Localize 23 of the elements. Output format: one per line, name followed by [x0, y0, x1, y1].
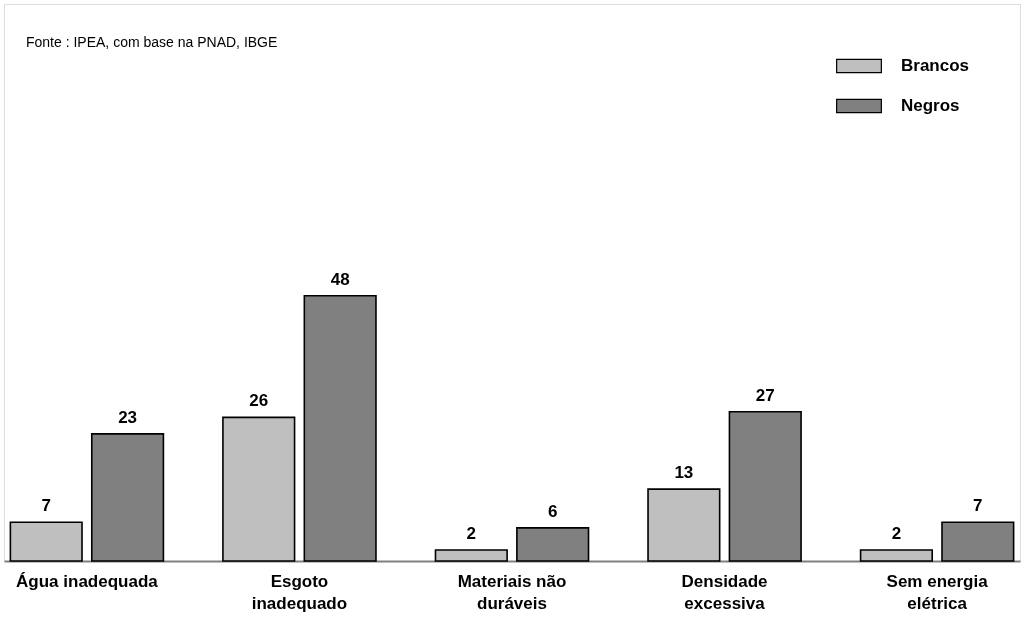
x-tick-label: Sem energia elétrica — [886, 571, 989, 613]
x-tick-label: Densidade excessiva — [681, 571, 768, 613]
bar — [859, 549, 934, 562]
data-label: 26 — [249, 391, 269, 411]
data-label: 2 — [891, 523, 902, 543]
bar — [9, 521, 83, 562]
bar — [647, 488, 721, 562]
x-tick-label: Água inadequada — [16, 571, 159, 591]
source-note: Fonte : IPEA, com base na PNAD, IBGE — [26, 34, 278, 50]
data-label: 7 — [41, 496, 51, 516]
data-label: 13 — [674, 463, 694, 483]
data-label: 23 — [118, 407, 138, 427]
bar — [222, 416, 296, 562]
data-label: 48 — [330, 269, 350, 289]
data-label: 2 — [466, 523, 477, 543]
data-label: 6 — [547, 501, 558, 521]
x-tick-label: Materiais não duráveis — [457, 571, 567, 613]
x-tick-label: Esgoto inadequado — [251, 571, 348, 613]
bar — [434, 549, 508, 562]
data-label: 27 — [755, 385, 775, 405]
legend-label: Negros — [901, 96, 960, 115]
legend-label: Brancos — [901, 56, 970, 75]
data-label: 7 — [973, 496, 983, 516]
